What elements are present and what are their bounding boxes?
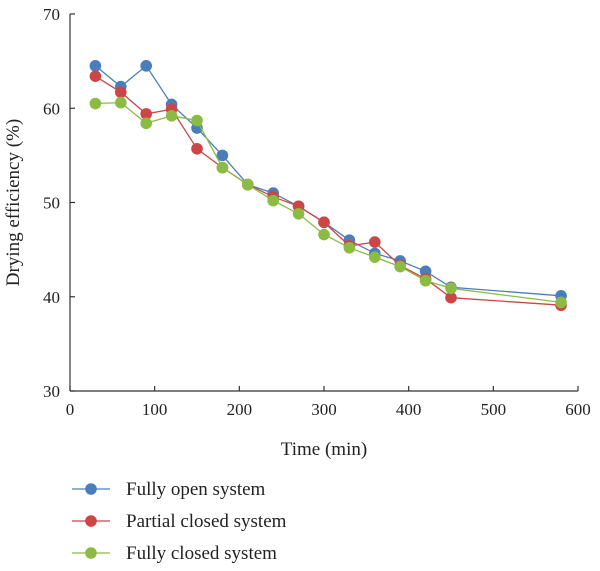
data-point	[555, 296, 567, 309]
legend-label: Fully open system	[126, 479, 266, 500]
data-point	[89, 97, 102, 110]
legend-marker	[85, 515, 97, 527]
data-point	[89, 70, 102, 83]
series-3	[89, 96, 567, 309]
y-tick-label: 70	[43, 5, 60, 24]
data-point	[140, 60, 152, 72]
y-tick-label: 50	[43, 194, 60, 213]
data-point	[445, 291, 457, 304]
data-point	[216, 161, 229, 174]
series-1	[89, 60, 567, 302]
data-point	[140, 117, 152, 130]
data-point	[419, 274, 432, 287]
data-point	[191, 114, 203, 127]
legend: Fully open system Partial closed system Fu…	[72, 479, 287, 564]
data-point	[115, 96, 127, 109]
data-point	[191, 142, 203, 155]
x-tick-label: 500	[481, 400, 507, 419]
x-tick-label: 600	[565, 400, 591, 419]
data-point	[292, 208, 305, 220]
legend-marker	[85, 547, 97, 559]
series-line	[95, 101, 562, 304]
data-point	[267, 194, 280, 207]
series-layer	[89, 60, 567, 312]
series-line	[94, 64, 562, 297]
series-line	[95, 75, 562, 306]
data-point	[242, 178, 254, 191]
x-tick-label: 300	[311, 400, 337, 419]
data-point	[343, 241, 356, 254]
data-point	[445, 282, 457, 295]
data-point	[318, 228, 330, 241]
x-tick-label: 200	[227, 400, 253, 419]
series-2	[89, 70, 567, 312]
legend-item: Partial closed system	[72, 511, 287, 532]
data-point	[89, 60, 102, 72]
y-tick-label: 30	[43, 382, 60, 401]
y-axis-title: Drying efficiency (%)	[3, 119, 24, 286]
y-tick-label: 40	[43, 288, 60, 307]
data-point	[318, 216, 330, 229]
x-axis-title: Time (min)	[281, 439, 367, 460]
legend-marker	[85, 483, 97, 495]
data-point	[369, 251, 381, 263]
x-tick-label: 100	[142, 400, 168, 419]
data-point	[369, 236, 381, 248]
data-point	[115, 86, 127, 99]
legend-item: Fully closed system	[72, 543, 277, 564]
axes: 0 100 200 300 400 500 600 30 40 50 60 70	[43, 5, 591, 419]
data-point	[394, 260, 407, 273]
x-tick-label: 0	[66, 400, 75, 419]
legend-label: Partial closed system	[126, 511, 287, 532]
data-point	[140, 108, 152, 120]
y-tick-label: 60	[43, 99, 60, 118]
legend-item: Fully open system	[72, 479, 266, 500]
x-tick-label: 400	[396, 400, 422, 419]
data-point	[165, 109, 178, 122]
legend-label: Fully closed system	[126, 543, 277, 564]
data-point	[216, 149, 229, 162]
